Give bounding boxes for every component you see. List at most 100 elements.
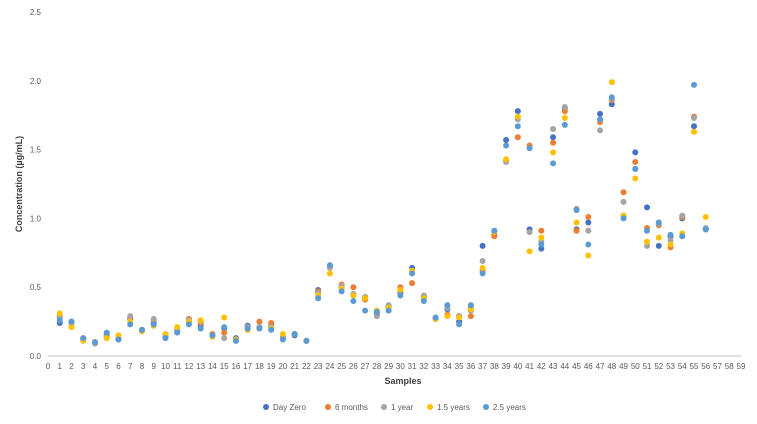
data-point: [268, 326, 275, 333]
data-point: [56, 310, 63, 317]
x-tick-label: 53: [666, 362, 675, 371]
data-point: [526, 145, 533, 152]
data-point: [655, 242, 662, 249]
x-tick-label: 33: [431, 362, 440, 371]
data-point: [550, 125, 557, 132]
x-tick-label: 39: [502, 362, 511, 371]
x-tick-label: 52: [654, 362, 663, 371]
x-tick-label: 45: [572, 362, 581, 371]
data-point: [597, 110, 604, 117]
data-point: [197, 325, 204, 332]
data-point: [503, 156, 510, 163]
data-point: [91, 339, 98, 346]
data-point: [691, 81, 698, 88]
data-point: [550, 160, 557, 167]
x-tick-label: 37: [478, 362, 487, 371]
data-point: [679, 212, 686, 219]
data-point: [514, 134, 521, 141]
x-tick-label: 38: [490, 362, 499, 371]
data-point: [209, 332, 216, 339]
legend-marker: [483, 404, 489, 410]
data-point: [279, 336, 286, 343]
data-point: [644, 227, 651, 234]
data-point: [138, 326, 145, 333]
data-point: [315, 295, 322, 302]
data-point: [561, 108, 568, 115]
data-point: [479, 264, 486, 271]
data-point: [655, 219, 662, 226]
data-point: [174, 324, 181, 331]
data-point: [585, 219, 592, 226]
data-point: [702, 226, 709, 233]
x-tick-label: 15: [220, 362, 229, 371]
data-point: [279, 330, 286, 337]
data-point: [538, 241, 545, 248]
data-point: [221, 335, 228, 342]
y-tick-label: 1.5: [30, 146, 42, 155]
data-point: [561, 121, 568, 128]
data-point: [479, 242, 486, 249]
data-point: [221, 324, 228, 331]
data-point: [632, 149, 639, 156]
x-tick-label: 0: [46, 362, 51, 371]
data-point: [68, 318, 75, 325]
data-point: [561, 114, 568, 121]
data-point: [585, 252, 592, 259]
data-point: [326, 262, 333, 269]
legend-item: Day Zero: [263, 403, 306, 412]
data-point: [150, 315, 157, 322]
data-point: [232, 337, 239, 344]
y-tick-label: 2.0: [30, 77, 42, 86]
x-tick-label: 48: [607, 362, 616, 371]
legend-marker: [427, 404, 433, 410]
data-point: [373, 308, 380, 315]
data-point: [644, 242, 651, 249]
data-point: [679, 233, 686, 240]
x-tick-label: 42: [537, 362, 546, 371]
data-point: [597, 127, 604, 134]
data-point: [667, 237, 674, 244]
data-point: [350, 284, 357, 291]
data-point: [491, 233, 498, 240]
data-point: [338, 288, 345, 295]
data-point: [620, 189, 627, 196]
data-point: [150, 321, 157, 328]
data-point: [115, 332, 122, 339]
legend-label: 6 months: [335, 403, 368, 412]
data-point: [538, 227, 545, 234]
data-point: [667, 241, 674, 248]
legend-item: 6 months: [325, 403, 368, 412]
x-tick-label: 19: [267, 362, 276, 371]
data-point: [620, 215, 627, 222]
data-point: [303, 337, 310, 344]
data-point: [514, 123, 521, 130]
data-point: [185, 321, 192, 328]
x-tick-label: 54: [678, 362, 687, 371]
data-point: [256, 325, 263, 332]
x-tick-label: 14: [208, 362, 217, 371]
x-tick-label: 26: [349, 362, 358, 371]
x-tick-label: 18: [255, 362, 264, 371]
legend-label: Day Zero: [273, 403, 306, 412]
data-point: [244, 325, 251, 332]
x-tick-label: 25: [337, 362, 346, 371]
data-point: [608, 94, 615, 101]
x-tick-label: 41: [525, 362, 534, 371]
x-axis-title: Samples: [384, 376, 421, 386]
y-tick-label: 2.5: [30, 8, 42, 17]
x-tick-label: 17: [243, 362, 252, 371]
data-point: [585, 214, 592, 221]
data-point: [632, 165, 639, 172]
data-point: [444, 302, 451, 309]
data-point: [397, 286, 404, 293]
data-point: [550, 134, 557, 141]
data-point: [691, 128, 698, 135]
data-point: [162, 335, 169, 342]
data-point: [538, 245, 545, 252]
data-point: [56, 317, 63, 324]
data-point: [503, 136, 510, 143]
data-point: [561, 103, 568, 110]
x-tick-label: 11: [173, 362, 182, 371]
data-point: [467, 313, 474, 320]
x-tick-label: 35: [455, 362, 464, 371]
